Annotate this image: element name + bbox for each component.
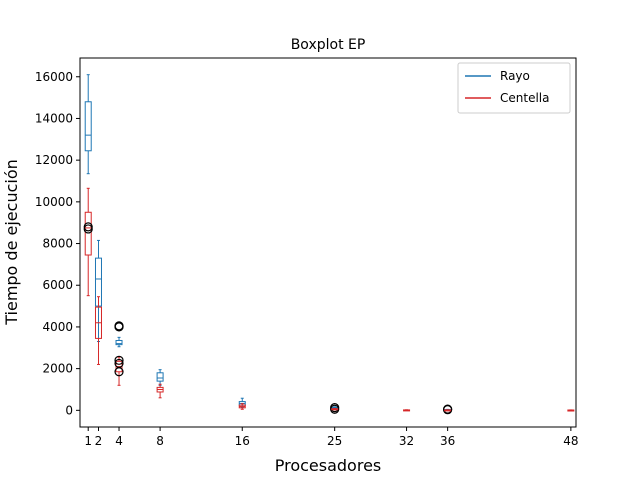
box-rayo-16 [238, 397, 246, 408]
axes-frame [79, 57, 577, 428]
box-centella-25 [331, 407, 339, 411]
plot-area [83, 74, 575, 415]
y-tick-label: 8000 [42, 237, 73, 251]
flier-point [114, 358, 124, 369]
box-rayo-8 [156, 369, 164, 386]
flier-point [83, 222, 93, 232]
x-tick-label: 36 [440, 434, 455, 448]
box-body [84, 211, 92, 256]
flier-point [443, 404, 453, 414]
box-centella-16 [238, 403, 246, 410]
legend-label: Rayo [500, 69, 530, 83]
legend: Rayo Centella [457, 62, 571, 114]
x-tick-label: 25 [327, 434, 342, 448]
y-tick-label: 4000 [42, 320, 73, 334]
y-tick-label: 10000 [35, 195, 73, 209]
chart-title: Boxplot EP [291, 37, 366, 53]
y-tick-label: 6000 [42, 278, 73, 292]
x-tick-label: 48 [563, 434, 578, 448]
box-centella-4 [114, 355, 124, 386]
box-body [156, 372, 164, 382]
x-tick-label: 16 [235, 434, 250, 448]
legend-label: Centella [500, 91, 549, 105]
x-axis-label: Procesadores [275, 456, 382, 475]
flier-point [330, 403, 340, 413]
box-rayo-1 [84, 74, 92, 175]
box-centella-36 [444, 409, 452, 412]
y-tick-label: 0 [65, 403, 73, 417]
box-centella-8 [156, 383, 164, 399]
box-centella-48 [567, 409, 575, 412]
x-tick-label: 2 [95, 434, 103, 448]
x-tick-label: 4 [115, 434, 123, 448]
box-rayo-2 [94, 239, 102, 343]
y-tick-label: 12000 [35, 153, 73, 167]
y-axis-label: Tiempo de ejecución [2, 159, 21, 326]
box-centella-32 [403, 409, 411, 412]
y-tick-label: 16000 [35, 70, 73, 84]
box-centella-1 [83, 187, 93, 297]
box-rayo-4 [114, 321, 124, 348]
flier-point [114, 321, 124, 331]
box-centella-2 [94, 296, 102, 365]
y-axis: 0 2000 4000 6000 8000 10000 12000 14000 16000 [35, 70, 80, 417]
x-axis: 1 2 4 8 16 25 32 36 48 [84, 427, 579, 448]
box-body [115, 339, 123, 346]
flier-point [114, 355, 124, 365]
x-tick-label: 8 [156, 434, 164, 448]
y-tick-label: 14000 [35, 111, 73, 125]
y-tick-label: 2000 [42, 362, 73, 376]
x-tick-label: 32 [399, 434, 414, 448]
box-body [84, 101, 92, 152]
x-tick-label: 1 [84, 434, 92, 448]
